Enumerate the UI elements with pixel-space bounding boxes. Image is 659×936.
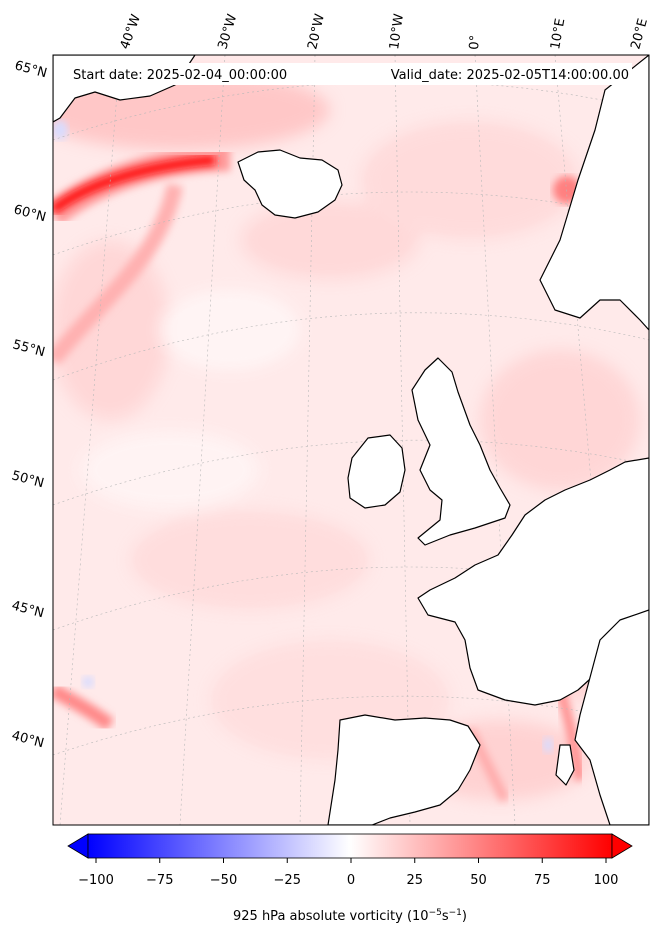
colorbar-tick-label: 0: [347, 873, 355, 888]
vorticity-field: [53, 55, 649, 825]
colorbar-label: 925 hPa absolute vorticity (10−5s−1): [233, 908, 467, 924]
colorbar-tick-label: 50: [470, 873, 487, 888]
lon-label-10e: 10°E: [548, 17, 568, 50]
lat-label-60n: 60°N: [12, 202, 48, 225]
colorbar-tick-label: −75: [146, 873, 173, 888]
valid-date-label: Valid_date: 2025-02-05T14:00:00.00: [391, 68, 629, 83]
lon-label-40w: 40°W: [118, 12, 144, 51]
colorbar-tick-label: −25: [274, 873, 301, 888]
colorbar-tick-label: 100: [594, 873, 619, 888]
colorbar-extend-high: [611, 833, 633, 859]
lon-label-30w: 30°W: [215, 12, 240, 51]
map-frame: [52, 54, 650, 826]
header-background: [60, 63, 632, 85]
colorbar-extend-low: [67, 833, 89, 859]
lat-label-50n: 50°N: [10, 468, 46, 491]
colorbar-tick-label: −100: [78, 873, 114, 888]
lat-label-55n: 55°N: [11, 337, 47, 360]
lon-label-10w: 10°W: [387, 13, 407, 51]
colorbar-gradient: [87, 833, 613, 859]
lat-label-65n: 65°N: [13, 58, 49, 81]
colorbar-tick-label: −50: [210, 873, 237, 888]
colorbar: −100 −75 −50 −25 0 25 50 75 100 925 hPa absolute…: [67, 833, 633, 924]
lon-label-20e: 20°E: [628, 17, 651, 51]
lon-label-0: 0°: [467, 34, 483, 50]
lat-label-40n: 40°N: [10, 728, 46, 751]
colorbar-tick-label: 75: [534, 873, 551, 888]
lon-label-20w: 20°W: [305, 12, 328, 50]
colorbar-tick-label: 25: [406, 873, 423, 888]
colorbar-ticks: −100 −75 −50 −25 0 25 50 75 100: [78, 858, 618, 888]
lat-label-45n: 45°N: [10, 598, 46, 621]
start-date-label: Start date: 2025-02-04_00:00:00: [73, 68, 287, 83]
